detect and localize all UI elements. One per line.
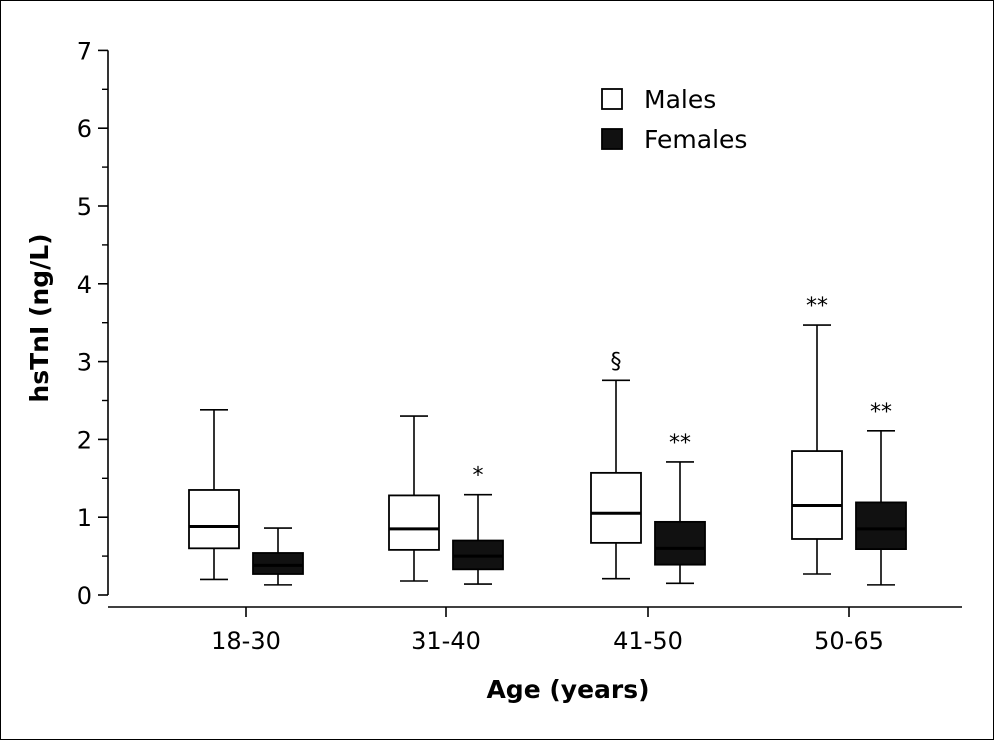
significance-marker: § (611, 349, 622, 374)
box-iqr (791, 450, 843, 540)
y-tick-label: 0 (77, 582, 92, 610)
box-males-31-40 (388, 415, 440, 582)
y-axis: 0 1 2 3 4 5 6 7 (77, 37, 109, 610)
y-tick-label: 1 (77, 504, 92, 532)
box-females-18-30 (252, 527, 304, 586)
x-tick-label: 41-50 (613, 627, 683, 655)
legend-swatch-females (601, 128, 623, 150)
box-females-50-65: ** (855, 400, 907, 586)
box-males-41-50: § (590, 349, 642, 580)
y-tick-label: 2 (77, 426, 92, 454)
x-axis: 18-30 31-40 41-50 50-65 (108, 606, 962, 655)
legend-swatch-males (601, 88, 623, 110)
significance-marker: ** (669, 431, 691, 456)
significance-marker: ** (870, 400, 892, 425)
legend-label-males: Males (644, 85, 716, 114)
legend-label-females: Females (644, 125, 747, 154)
box-iqr (252, 552, 304, 575)
box-iqr (654, 520, 706, 566)
y-tick-label: 7 (77, 37, 92, 65)
x-tick-label: 18-30 (211, 627, 281, 655)
box-iqr (188, 489, 240, 550)
x-axis-title: Age (years) (486, 675, 649, 704)
significance-marker: * (473, 464, 484, 489)
box-iqr (590, 471, 642, 544)
box-series: §******* (188, 294, 907, 586)
y-tick-label: 4 (77, 271, 92, 299)
box-males-18-30 (188, 409, 240, 581)
y-tick-label: 5 (77, 193, 92, 221)
box-iqr (388, 494, 440, 551)
y-tick-label: 6 (77, 115, 92, 143)
box-iqr (855, 501, 907, 550)
box-males-50-65: ** (791, 294, 843, 575)
significance-marker: ** (806, 294, 828, 319)
x-tick-label: 31-40 (411, 627, 481, 655)
box-females-41-50: ** (654, 431, 706, 585)
box-females-31-40: * (452, 464, 504, 585)
x-tick-label: 50-65 (814, 627, 884, 655)
legend: Males Females (601, 85, 747, 154)
y-axis-title: hsTnI (ng/L) (25, 233, 54, 402)
y-tick-label: 3 (77, 349, 92, 377)
